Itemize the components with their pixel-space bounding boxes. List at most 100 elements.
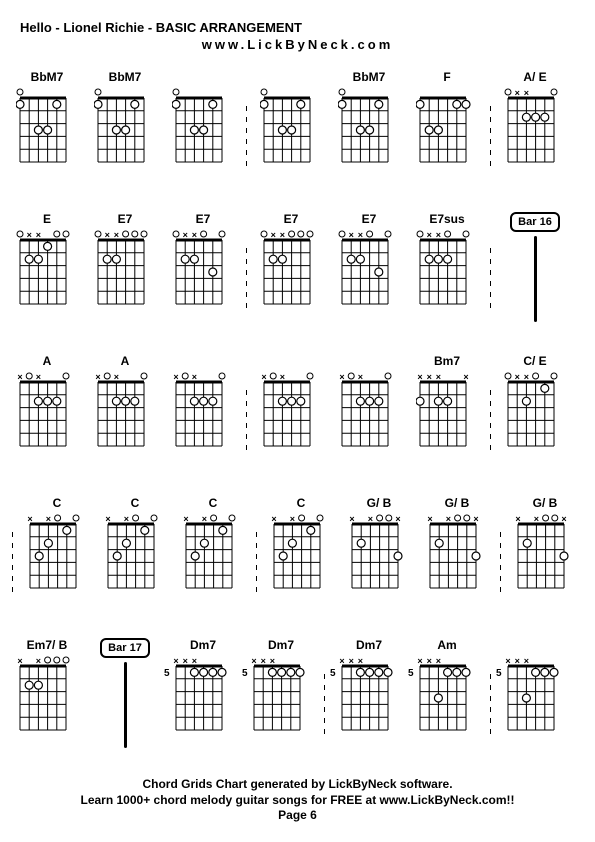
chord-diagram: Bm7×××× — [412, 354, 482, 450]
chord-name: A — [121, 354, 130, 368]
bar-separator — [490, 228, 492, 328]
bar-separator — [246, 228, 248, 328]
chord-diagram: F — [412, 70, 482, 166]
svg-text:×: × — [349, 230, 354, 240]
chord-diagram: G/ B××× — [344, 496, 414, 592]
chord-name: Bm7 — [434, 354, 460, 368]
fretboard: ×× — [94, 370, 156, 450]
svg-text:×: × — [183, 230, 188, 240]
svg-text:×: × — [17, 372, 22, 382]
bar-separator — [12, 512, 14, 612]
fretboard — [16, 86, 78, 166]
svg-text:×: × — [427, 230, 432, 240]
fret-number: 5 — [330, 668, 336, 679]
fretboard: ×× — [172, 370, 234, 450]
chord-row: E××E7××E7××E7××E7××E7sus××Bar 16 — [12, 212, 583, 328]
chord-name: C — [131, 496, 140, 510]
fretboard: ×××5 — [504, 654, 566, 734]
chord-diagram: Dm7×××5 — [168, 638, 238, 734]
bar-separator — [246, 370, 248, 470]
bar-marker: Bar 17 — [90, 638, 160, 748]
fretboard — [94, 86, 156, 166]
chord-diagram: Am×××5 — [412, 638, 482, 734]
fretboard — [416, 86, 478, 166]
chord-name: BbM7 — [353, 70, 386, 84]
fret-number: 5 — [408, 668, 414, 679]
svg-text:×: × — [280, 372, 285, 382]
bar-separator — [500, 512, 502, 612]
chord-row: C××C××C××C××G/ B×××G/ B×××G/ B××× — [12, 496, 583, 612]
bar-separator — [490, 86, 492, 186]
svg-text:×: × — [515, 656, 520, 666]
chord-diagram: G/ B××× — [422, 496, 492, 592]
fretboard: ×× — [104, 512, 166, 592]
svg-text:×: × — [358, 656, 363, 666]
footer-line-2: Learn 1000+ chord melody guitar songs fo… — [0, 793, 595, 809]
chord-name: BbM7 — [31, 70, 64, 84]
svg-text:×: × — [427, 514, 432, 524]
svg-text:×: × — [173, 372, 178, 382]
bar-label: Bar 16 — [510, 212, 560, 232]
bar-label: Bar 17 — [100, 638, 150, 658]
svg-text:×: × — [505, 656, 510, 666]
chord-name: G/ B — [533, 496, 558, 510]
chord-diagram: ×××5 — [500, 638, 570, 734]
chord-diagram: Em7/ B ×× — [12, 638, 82, 734]
chord-name: E7 — [118, 212, 133, 226]
chord-name: Dm7 — [356, 638, 382, 652]
svg-text:×: × — [114, 230, 119, 240]
chord-name: Em7/ B — [27, 638, 68, 652]
chord-diagram: C/ E×× — [500, 354, 570, 450]
fretboard: ×× — [338, 228, 400, 308]
bar-marker: Bar 16 — [500, 212, 570, 322]
svg-text:×: × — [534, 514, 539, 524]
chord-name: E7 — [196, 212, 211, 226]
svg-text:×: × — [395, 514, 400, 524]
svg-text:×: × — [183, 514, 188, 524]
footer-page: Page 6 — [0, 808, 595, 824]
svg-text:×: × — [417, 372, 422, 382]
svg-text:×: × — [417, 656, 422, 666]
svg-text:×: × — [349, 656, 354, 666]
chord-diagram: E7×× — [168, 212, 238, 308]
svg-text:×: × — [261, 372, 266, 382]
chord-diagram: E7 ×× — [256, 212, 326, 308]
svg-text:×: × — [192, 372, 197, 382]
chord-diagram: E7×× — [90, 212, 160, 308]
fretboard: ×× — [16, 654, 78, 734]
fretboard: ×× — [270, 512, 332, 592]
svg-text:×: × — [473, 514, 478, 524]
bar-separator — [324, 654, 326, 754]
chord-name: E7 — [284, 212, 299, 226]
fretboard: ××× — [348, 512, 410, 592]
svg-text:×: × — [280, 230, 285, 240]
svg-text:×: × — [339, 372, 344, 382]
chord-name: C — [297, 496, 306, 510]
bar-separator — [256, 512, 258, 612]
svg-text:×: × — [349, 514, 354, 524]
svg-text:×: × — [436, 230, 441, 240]
chord-name: G/ B — [367, 496, 392, 510]
svg-text:×: × — [202, 514, 207, 524]
chord-name: C — [53, 496, 62, 510]
bar-line — [534, 236, 537, 322]
fretboard: ×× — [26, 512, 88, 592]
chord-name: Dm7 — [190, 638, 216, 652]
chord-diagram: G/ B××× — [510, 496, 580, 592]
svg-text:×: × — [114, 372, 119, 382]
chord-diagram: ×× — [168, 354, 238, 450]
chord-diagram: C ×× — [266, 496, 336, 592]
chord-diagram: C ×× — [22, 496, 92, 592]
svg-text:×: × — [524, 88, 529, 98]
svg-text:×: × — [427, 372, 432, 382]
chord-diagram: C ×× — [100, 496, 170, 592]
fretboard: ×××5 — [250, 654, 312, 734]
chord-diagram — [256, 70, 326, 166]
chord-diagram: E7sus×× — [412, 212, 482, 308]
footer: Chord Grids Chart generated by LickByNec… — [0, 777, 595, 824]
fretboard: ×× — [182, 512, 244, 592]
svg-text:×: × — [427, 656, 432, 666]
fretboard: ×× — [260, 228, 322, 308]
svg-text:×: × — [515, 514, 520, 524]
fretboard: ×× — [16, 370, 78, 450]
